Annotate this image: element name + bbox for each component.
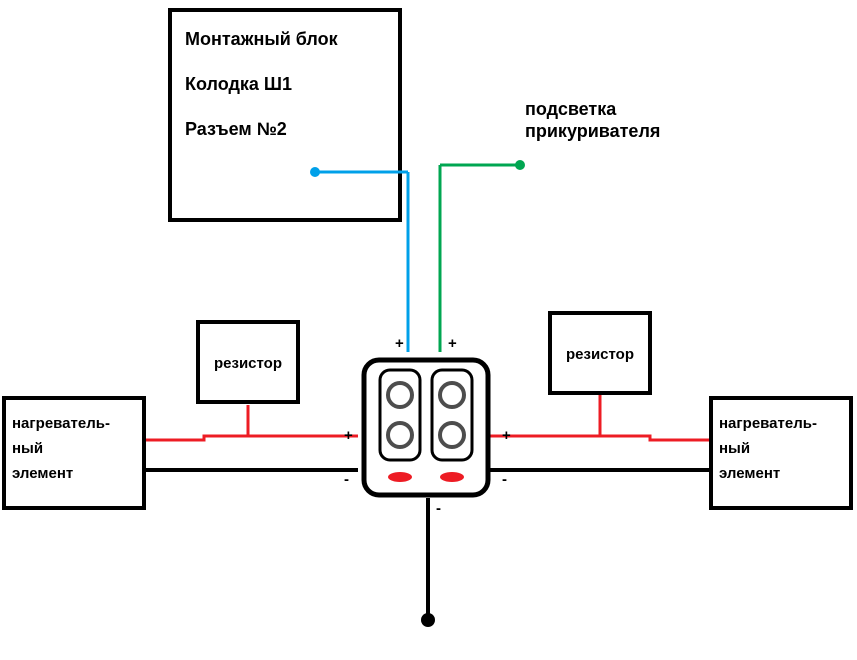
heater-left-line2: ный <box>12 440 43 457</box>
sign-green_plus: + <box>448 335 457 352</box>
backlight-label-line2: прикуривателя <box>525 121 660 141</box>
switch-led-left <box>388 472 412 482</box>
switch-body <box>364 360 488 495</box>
heater-right-line1: нагреватель- <box>719 415 817 432</box>
red-wire-left-resistor <box>248 405 358 436</box>
switch-led-right <box>440 472 464 482</box>
backlight-label-line1: подсветка <box>525 99 617 119</box>
heater-left-line3: элемент <box>12 465 73 482</box>
fuse-block-line3: Разъем №2 <box>185 119 287 139</box>
fuse-block-line1: Монтажный блок <box>185 29 339 49</box>
red-wire-left-heater <box>144 436 358 440</box>
red-wire-right-heater <box>490 436 710 440</box>
heater-right-line3: элемент <box>719 465 780 482</box>
heater-left-line1: нагреватель- <box>12 415 110 432</box>
sign-ground_minus: - <box>436 500 441 517</box>
sign-left_minus: - <box>344 471 349 488</box>
resistor-right-label: резистор <box>566 346 634 363</box>
fuse-block-line2: Колодка Ш1 <box>185 74 292 94</box>
sign-blue_plus: + <box>395 335 404 352</box>
sign-left_plus: + <box>344 427 353 444</box>
sign-right_plus: + <box>502 427 511 444</box>
resistor-left-label: резистор <box>214 355 282 372</box>
ground-node <box>421 613 435 627</box>
sign-right_minus: - <box>502 471 507 488</box>
heater-right-line2: ный <box>719 440 750 457</box>
